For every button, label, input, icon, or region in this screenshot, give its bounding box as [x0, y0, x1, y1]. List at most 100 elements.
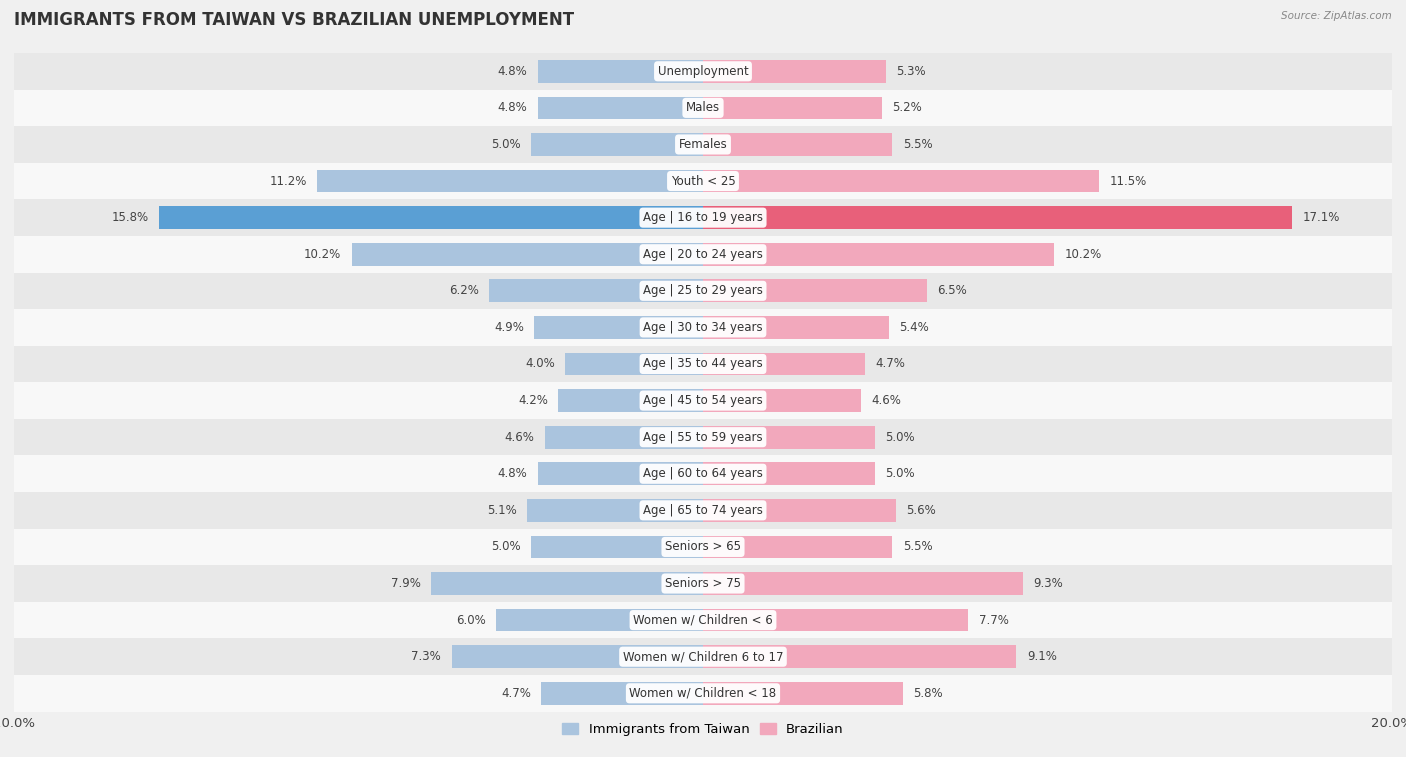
Text: 5.2%: 5.2%	[893, 101, 922, 114]
Bar	[14, 675, 1392, 712]
Bar	[14, 236, 1392, 273]
Text: 11.2%: 11.2%	[270, 175, 307, 188]
Bar	[537, 463, 703, 485]
Text: 4.9%: 4.9%	[494, 321, 524, 334]
Bar	[537, 60, 703, 83]
Text: 5.5%: 5.5%	[903, 138, 932, 151]
Bar	[703, 389, 862, 412]
Bar	[352, 243, 703, 266]
Text: Females: Females	[679, 138, 727, 151]
Text: 5.8%: 5.8%	[912, 687, 943, 699]
Bar	[703, 536, 893, 558]
Text: 11.5%: 11.5%	[1109, 175, 1147, 188]
Bar	[703, 133, 893, 156]
Text: 17.1%: 17.1%	[1302, 211, 1340, 224]
Legend: Immigrants from Taiwan, Brazilian: Immigrants from Taiwan, Brazilian	[557, 718, 849, 741]
Text: Males: Males	[686, 101, 720, 114]
Bar	[14, 163, 1392, 199]
Text: Women w/ Children 6 to 17: Women w/ Children 6 to 17	[623, 650, 783, 663]
Bar	[703, 682, 903, 705]
Bar	[14, 89, 1392, 126]
Text: Age | 55 to 59 years: Age | 55 to 59 years	[643, 431, 763, 444]
Text: 5.3%: 5.3%	[896, 65, 925, 78]
Text: 4.7%: 4.7%	[875, 357, 905, 370]
Bar	[703, 60, 886, 83]
Bar	[703, 572, 1024, 595]
Text: 7.9%: 7.9%	[391, 577, 420, 590]
Text: Age | 60 to 64 years: Age | 60 to 64 years	[643, 467, 763, 480]
Bar	[14, 456, 1392, 492]
Text: Unemployment: Unemployment	[658, 65, 748, 78]
Text: Seniors > 75: Seniors > 75	[665, 577, 741, 590]
Text: Age | 20 to 24 years: Age | 20 to 24 years	[643, 248, 763, 260]
Text: 6.2%: 6.2%	[450, 285, 479, 298]
Bar	[14, 53, 1392, 89]
Bar	[703, 279, 927, 302]
Bar	[703, 97, 882, 119]
Bar	[531, 133, 703, 156]
Text: 4.8%: 4.8%	[498, 65, 527, 78]
Bar	[703, 463, 875, 485]
Text: 5.0%: 5.0%	[886, 467, 915, 480]
Bar	[14, 602, 1392, 638]
Bar	[159, 207, 703, 229]
Text: Youth < 25: Youth < 25	[671, 175, 735, 188]
Bar	[14, 492, 1392, 528]
Bar	[703, 646, 1017, 668]
Bar	[14, 273, 1392, 309]
Bar	[703, 243, 1054, 266]
Bar	[14, 565, 1392, 602]
Bar	[565, 353, 703, 375]
Text: IMMIGRANTS FROM TAIWAN VS BRAZILIAN UNEMPLOYMENT: IMMIGRANTS FROM TAIWAN VS BRAZILIAN UNEM…	[14, 11, 574, 30]
Text: Age | 35 to 44 years: Age | 35 to 44 years	[643, 357, 763, 370]
Bar	[14, 528, 1392, 565]
Text: Age | 16 to 19 years: Age | 16 to 19 years	[643, 211, 763, 224]
Bar	[14, 199, 1392, 236]
Text: Source: ZipAtlas.com: Source: ZipAtlas.com	[1281, 11, 1392, 21]
Text: 10.2%: 10.2%	[304, 248, 342, 260]
Text: 4.2%: 4.2%	[519, 394, 548, 407]
Text: 5.0%: 5.0%	[491, 540, 520, 553]
Text: 4.6%: 4.6%	[505, 431, 534, 444]
Text: Age | 25 to 29 years: Age | 25 to 29 years	[643, 285, 763, 298]
Text: 9.3%: 9.3%	[1033, 577, 1063, 590]
Text: Age | 30 to 34 years: Age | 30 to 34 years	[643, 321, 763, 334]
Text: 4.0%: 4.0%	[524, 357, 555, 370]
Text: 5.4%: 5.4%	[900, 321, 929, 334]
Text: Women w/ Children < 6: Women w/ Children < 6	[633, 614, 773, 627]
Text: 6.5%: 6.5%	[938, 285, 967, 298]
Text: 7.7%: 7.7%	[979, 614, 1008, 627]
Bar	[496, 609, 703, 631]
Text: Women w/ Children < 18: Women w/ Children < 18	[630, 687, 776, 699]
Text: 5.0%: 5.0%	[886, 431, 915, 444]
Text: 15.8%: 15.8%	[111, 211, 149, 224]
Bar	[527, 499, 703, 522]
Text: 4.7%: 4.7%	[501, 687, 531, 699]
Bar	[489, 279, 703, 302]
Bar	[703, 609, 969, 631]
Text: 4.6%: 4.6%	[872, 394, 901, 407]
Bar	[14, 346, 1392, 382]
Bar	[703, 426, 875, 448]
Text: 9.1%: 9.1%	[1026, 650, 1057, 663]
Bar	[318, 170, 703, 192]
Bar	[14, 382, 1392, 419]
Bar	[703, 170, 1099, 192]
Bar	[537, 97, 703, 119]
Text: 4.8%: 4.8%	[498, 467, 527, 480]
Bar	[14, 309, 1392, 346]
Bar	[14, 126, 1392, 163]
Bar	[703, 353, 865, 375]
Text: Age | 45 to 54 years: Age | 45 to 54 years	[643, 394, 763, 407]
Bar	[14, 638, 1392, 675]
Text: 5.0%: 5.0%	[491, 138, 520, 151]
Bar	[544, 426, 703, 448]
Text: 4.8%: 4.8%	[498, 101, 527, 114]
Text: 5.6%: 5.6%	[907, 504, 936, 517]
Bar	[430, 572, 703, 595]
Text: 10.2%: 10.2%	[1064, 248, 1102, 260]
Bar	[14, 419, 1392, 456]
Bar	[703, 207, 1292, 229]
Text: Age | 65 to 74 years: Age | 65 to 74 years	[643, 504, 763, 517]
Text: Seniors > 65: Seniors > 65	[665, 540, 741, 553]
